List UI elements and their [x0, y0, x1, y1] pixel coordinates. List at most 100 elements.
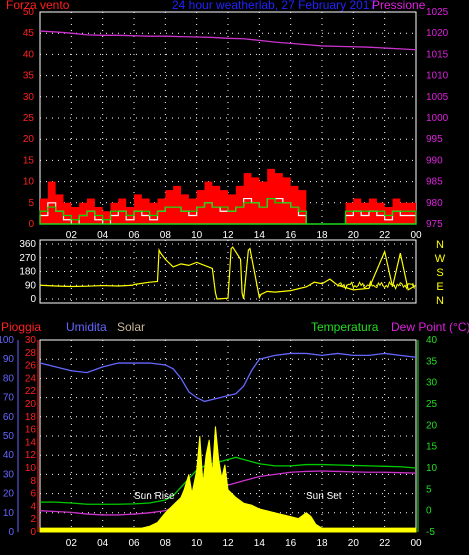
wind-y-axis-ticks: 0 5 10 15 20 25 30 35 40 45 50	[23, 7, 35, 230]
pressure-y-tick: 995	[426, 134, 443, 145]
humidity-axis-title: Umidita	[66, 320, 107, 334]
compass-label: S	[436, 267, 443, 279]
temperatura-line	[40, 456, 417, 505]
pressure-y-tick: 1010	[426, 71, 449, 82]
pressure-y-tick: 1000	[426, 113, 449, 124]
sun-rise-annotation: Sun Rise	[134, 491, 175, 502]
wind-x-tick: 12	[222, 230, 234, 241]
rain-y-tick: 12	[25, 450, 37, 461]
humidity-y-tick: 30	[3, 469, 15, 480]
wind-y-tick: 40	[23, 49, 35, 60]
rain-y-tick: 4	[30, 501, 36, 512]
dew-point-line	[39, 470, 417, 516]
pressure-y-tick: 975	[426, 219, 443, 230]
climate-x-tick: 20	[348, 538, 360, 549]
wind-y-tick: 0	[28, 219, 34, 230]
climate-x-tick: 12	[222, 538, 234, 549]
wind-y-tick: 35	[23, 71, 35, 82]
pressure-line	[39, 30, 417, 51]
rain-axis-title: Pioggia	[1, 320, 41, 334]
wind-y-tick: 15	[23, 155, 35, 166]
wind-series-2	[39, 197, 417, 225]
wind-x-tick: 08	[160, 230, 172, 241]
climate-x-axis-ticks: 02 04 06 08 10 12 14 16 18 20 22 00	[66, 538, 422, 549]
wind-x-tick: 04	[97, 230, 109, 241]
wind-x-tick: 18	[316, 230, 328, 241]
rain-y-tick: 6	[30, 489, 36, 500]
temperature-y-tick: 30	[426, 378, 438, 389]
sun-set-annotation: Sun Set	[306, 491, 342, 502]
wind-y-tick: 5	[28, 198, 34, 209]
pressure-axis-title: Pressione	[372, 0, 426, 12]
wind-direction-jitter	[337, 280, 415, 290]
pressure-y-tick: 1015	[426, 49, 449, 60]
wind-x-tick: 06	[128, 230, 140, 241]
humidity-y-tick: 50	[3, 431, 15, 442]
wind-y-tick: 10	[23, 177, 35, 188]
wind-x-tick: 14	[254, 230, 266, 241]
humidity-y-tick: 100	[0, 335, 14, 346]
temperature-y-tick: 40	[426, 335, 438, 346]
temperature-y-tick: -5	[426, 527, 435, 538]
direction-y-axis-ticks: 0 90 180 270 360	[19, 239, 36, 305]
wind-x-tick: 00	[410, 230, 422, 241]
rain-y-tick: 14	[25, 437, 37, 448]
humidity-y-tick: 20	[3, 489, 15, 500]
rain-y-tick: 18	[25, 412, 37, 423]
rain-y-tick: 10	[25, 463, 37, 474]
temperature-y-tick: 10	[426, 463, 438, 474]
wind-y-tick: 25	[23, 113, 35, 124]
climate-x-tick: 04	[97, 538, 109, 549]
umidita-line	[39, 352, 417, 403]
pressure-y-tick: 990	[426, 155, 443, 166]
wind-x-axis-ticks: 02 04 06 08 10 12 14 16 18 20 22 00	[66, 230, 422, 241]
humidity-y-axis-ticks: 0 10 20 30 40 50 60 70 80 90 100	[0, 335, 14, 538]
temperature-y-axis-ticks: -5 0 5 10 15 20 25 30 35 40	[426, 335, 438, 538]
rain-y-tick: 20	[25, 399, 37, 410]
climate-x-tick: 14	[254, 538, 266, 549]
rain-y-tick: 24	[25, 373, 37, 384]
wind-axis-title: Forza vento	[6, 0, 70, 12]
rain-y-tick: 30	[25, 335, 37, 346]
rain-y-tick: 22	[25, 386, 37, 397]
humidity-y-tick: 80	[3, 373, 15, 384]
wind-x-tick: 22	[379, 230, 391, 241]
wind-direction-line	[39, 246, 417, 300]
wind-series-3	[39, 197, 417, 225]
climate-x-tick: 02	[66, 538, 78, 549]
climate-x-tick: 08	[160, 538, 172, 549]
climate-x-tick: 10	[191, 538, 203, 549]
humidity-y-tick: 60	[3, 412, 15, 423]
compass-label: W	[435, 253, 446, 265]
temperature-y-tick: 5	[426, 484, 432, 495]
direction-y-tick: 270	[19, 253, 36, 264]
pressure-y-tick: 1025	[426, 7, 449, 18]
solar-area	[39, 426, 417, 533]
humidity-y-tick: 0	[8, 527, 14, 538]
rain-y-tick: 0	[30, 527, 36, 538]
humidity-y-tick: 40	[3, 450, 15, 461]
wind-y-tick: 50	[23, 7, 35, 18]
humidity-y-tick: 90	[3, 354, 15, 365]
compass-label: N	[436, 239, 444, 251]
direction-series	[39, 246, 417, 300]
rain-y-tick: 16	[25, 425, 37, 436]
solar-axis-title: Solar	[117, 320, 145, 334]
wind-series	[39, 30, 417, 225]
pressure-y-tick: 985	[426, 177, 443, 188]
rain-y-tick: 28	[25, 348, 37, 359]
direction-y-tick: 90	[25, 280, 37, 291]
wind-x-tick: 02	[66, 230, 78, 241]
climate-x-tick: 06	[128, 538, 140, 549]
rain-y-tick: 8	[30, 476, 36, 487]
climate-x-tick: 00	[410, 538, 422, 549]
wind-x-tick: 16	[285, 230, 297, 241]
wind-y-tick: 20	[23, 134, 35, 145]
climate-grid	[40, 339, 417, 533]
pressure-y-tick: 1020	[426, 28, 449, 39]
rain-y-tick: 2	[30, 514, 36, 525]
direction-y-tick: 180	[19, 267, 36, 278]
